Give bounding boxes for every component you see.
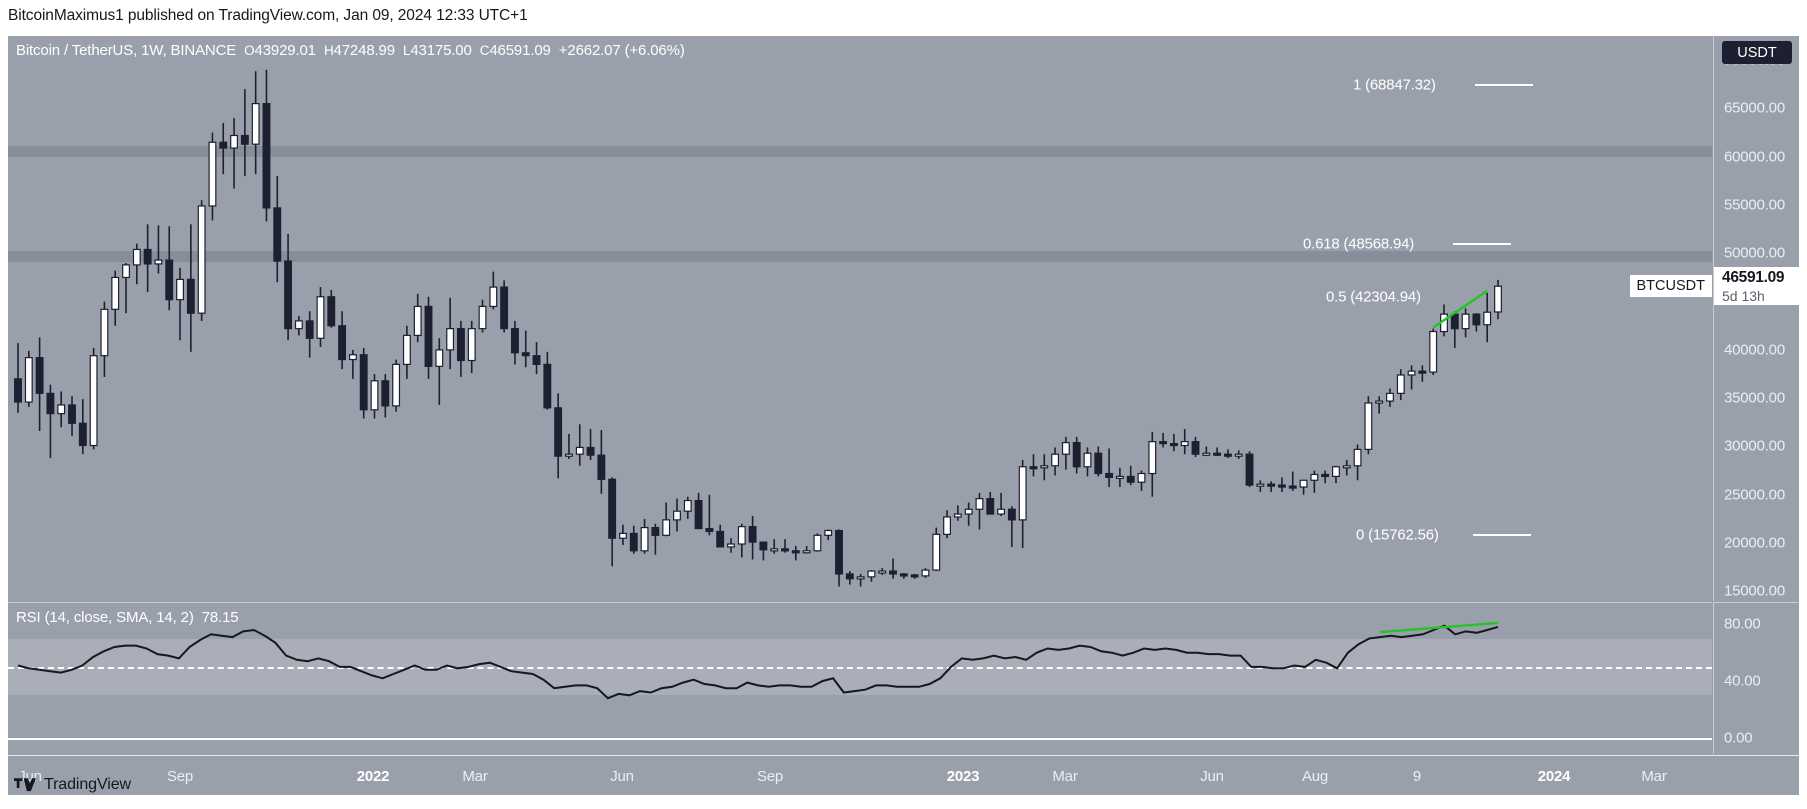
close-label: C [479,43,490,58]
price-axis-tick: 30000.00 [1724,437,1785,455]
high-label: H [323,43,334,58]
tradingview-logo-icon [14,778,36,792]
time-axis-tick: Mar [462,768,488,785]
rsi-axis-tick: 0.00 [1724,729,1753,747]
low-label: L [402,43,411,58]
fib-dash-0618 [1453,243,1511,245]
rsi-pane[interactable]: RSI (14, close, SMA, 14, 2) 78.15 [8,602,1712,754]
rsi-value: 78.15 [201,609,239,626]
price-axis-tick: 60000.00 [1724,148,1785,166]
chart-frame: 1 (68847.32) 0.618 (48568.94) 0.5 (42304… [8,36,1800,795]
price-axis-tick: 35000.00 [1724,389,1785,407]
symbol-price-tag: BTCUSDT [1629,275,1712,298]
price-trendline [1432,289,1488,329]
fib-band-0618 [8,251,1712,262]
time-axis-tick: Aug [1301,768,1329,785]
fib-label-0: 0 (15762.56) [1356,526,1439,544]
close-value: 46591.09 [489,42,551,59]
time-axis-tick: 2022 [356,768,390,785]
time-axis-tick: Mar [1641,768,1667,785]
rsi-name: RSI (14, close, SMA, 14, 2) [16,609,194,626]
tradingview-wordmark: TradingView [44,776,131,793]
currency-badge: USDT [1722,41,1792,64]
time-axis-tick: Jun [18,768,42,785]
fib-label-0618: 0.618 (48568.94) [1303,235,1415,253]
time-axis[interactable]: Jun Sep 2022 Mar Jun Sep 2023 Mar Jun Aug 9 2024 Mar [8,755,1799,795]
fib-dash-0 [1473,534,1531,536]
time-axis-tick: Sep [756,768,784,785]
open-label: O [244,43,255,58]
high-value: 47248.99 [333,42,396,59]
fib-label-05: 0.5 (42304.94) [1326,288,1421,306]
rsi-baseline [8,737,1712,740]
rsi-axis-tick: 40.00 [1724,672,1761,690]
rsi-pane-legend: RSI (14, close, SMA, 14, 2) 78.15 [16,609,239,626]
low-value: 43175.00 [410,42,472,59]
rsi-series [17,621,1499,700]
price-axis-tick: 65000.00 [1724,99,1785,117]
open-value: 43929.01 [254,42,317,59]
current-price-tag: 46591.09 5d 13h [1714,267,1800,306]
rsi-axis-tick: 80.00 [1724,615,1761,633]
time-axis-tick: Sep [166,768,194,785]
price-axis-tick: 55000.00 [1724,196,1785,214]
fib-label-1: 1 (68847.32) [1353,76,1436,94]
fib-band-1 [8,146,1712,157]
price-axis-tick: 40000.00 [1724,341,1785,359]
symbol-title: Bitcoin / TetherUS, 1W, BINANCE [16,42,237,59]
rsi-zone-band [8,638,1712,696]
publication-attribution: BitcoinMaximus1 published on TradingView… [8,7,528,24]
bar-countdown: 5d 13h [1722,288,1765,305]
current-price-value: 46591.09 [1722,269,1785,287]
price-axis-tick: 20000.00 [1724,534,1785,552]
price-axis-tick: 15000.00 [1724,582,1785,600]
time-axis-tick: 2023 [946,768,980,785]
rsi-midline [8,666,1712,669]
time-axis-tick: Jun [610,768,634,785]
price-axis-tick: 25000.00 [1724,486,1785,504]
footer-branding: TradingView [14,776,131,794]
price-axis-tick: 50000.00 [1724,244,1785,262]
time-axis-tick: Mar [1052,768,1078,785]
candlestick-series [14,69,1502,587]
time-axis-tick: 9 [1412,768,1422,785]
price-axis[interactable]: USDT 70000.0065000.0060000.0055000.00500… [1713,36,1800,601]
time-axis-tick: 2024 [1537,768,1571,785]
fib-dash-1 [1475,84,1533,86]
rsi-axis[interactable]: 80.00 40.00 0.00 [1713,602,1799,754]
time-axis-tick: Jun [1200,768,1224,785]
price-pane-legend: Bitcoin / TetherUS, 1W, BINANCE O43929.01… [16,42,685,59]
change-value: +2662.07 (+6.06%) [558,42,685,59]
price-pane[interactable]: 1 (68847.32) 0.618 (48568.94) 0.5 (42304… [8,36,1712,601]
